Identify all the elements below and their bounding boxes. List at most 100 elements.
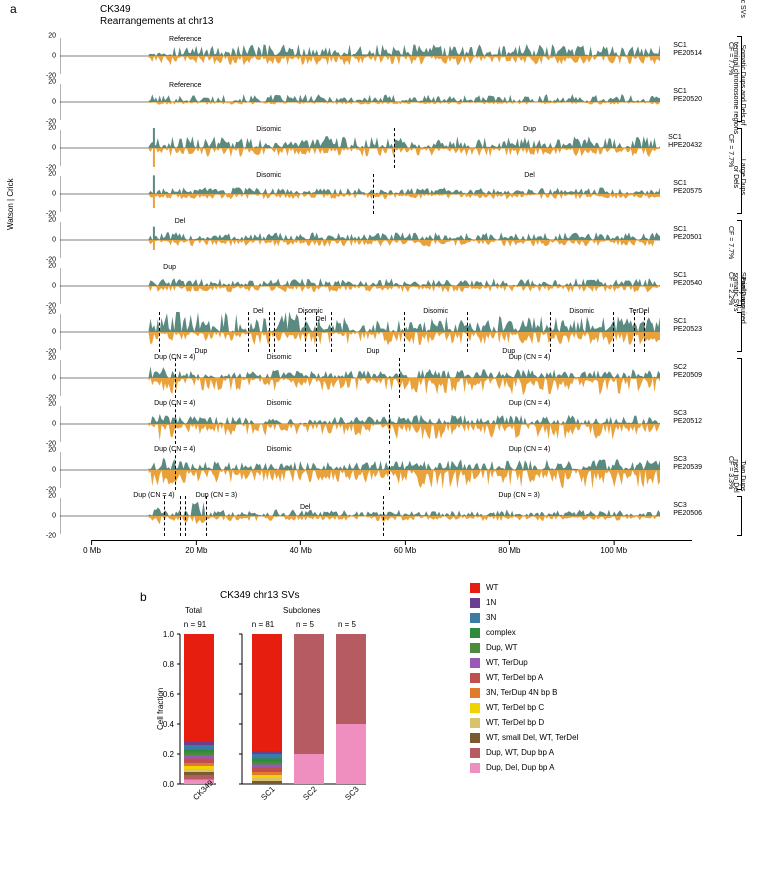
svg-text:0.2: 0.2: [163, 750, 175, 759]
legend-swatch: [470, 763, 480, 773]
legend-swatch: [470, 703, 480, 713]
legend-swatch: [470, 628, 480, 638]
bar-n-label: n = 5: [296, 620, 314, 629]
y-ticks: 200-20: [32, 266, 56, 306]
track-row: 200-20Dup (CN = 4)Dup (CN = 3)DelDup (CN…: [32, 492, 742, 538]
panel-b-title: CK349 chr13 SVs: [220, 590, 300, 601]
y-ticks: 200-20: [32, 36, 56, 76]
legend-label: WT, small Del, WT, TerDel: [486, 733, 578, 742]
track-plot: [60, 128, 660, 168]
track-plot: [60, 312, 660, 352]
svg-text:0.4: 0.4: [163, 720, 175, 729]
legend-swatch: [470, 613, 480, 623]
x-axis: 0 Mb20 Mb40 Mb60 Mb80 Mb100 Mb: [92, 540, 692, 560]
track-row: 200-20DupSC1PE20540: [32, 262, 742, 308]
y-ticks: 200-20: [32, 174, 56, 214]
track-plot: [60, 220, 660, 260]
y-ticks: 200-20: [32, 358, 56, 398]
legend-item: WT, small Del, WT, TerDel: [470, 730, 578, 745]
legend-item: complex: [470, 625, 578, 640]
track-plot: [60, 266, 660, 306]
legend-label: 1N: [486, 598, 496, 607]
y-ticks: 200-20: [32, 450, 56, 490]
track-sample-label: SC1PE20540: [673, 272, 702, 287]
track-plot: [60, 358, 660, 398]
y-ticks: 200-20: [32, 82, 56, 122]
group-bracket: [709, 496, 742, 536]
legend-swatch: [470, 718, 480, 728]
y-ticks: 200-20: [32, 220, 56, 260]
bar-x-label: SC3: [343, 785, 360, 802]
svg-text:0.6: 0.6: [163, 690, 175, 699]
track-row: 200-20Dup (CN = 4)DisomicDup (CN = 4)SC3…: [32, 446, 742, 492]
legend-item: WT: [470, 580, 578, 595]
legend-label: WT, TerDel bp A: [486, 673, 543, 682]
track-sample-label: SC1PE20523: [673, 318, 702, 333]
x-tick: 0 Mb: [83, 540, 101, 555]
cf-label: CF = 7.7%: [727, 226, 734, 358]
cf-label: CF = 3.3%: [727, 456, 734, 496]
legend: WT 1N 3N complex Dup, WT WT, TerDup WT, TerDel…: [470, 580, 578, 775]
legend-item: 3N: [470, 610, 578, 625]
svg-text:1.0: 1.0: [163, 630, 175, 639]
group-label: No somatic SVs: [739, 0, 746, 36]
legend-item: Dup, WT: [470, 640, 578, 655]
track-sample-label: SC3PE20506: [673, 502, 702, 517]
legend-item: 3N, TerDup 4N bp B: [470, 685, 578, 700]
legend-label: Dup, WT: [486, 643, 518, 652]
x-tick: 80 Mb: [498, 540, 520, 555]
legend-swatch: [470, 673, 480, 683]
legend-label: WT, TerDel bp D: [486, 718, 544, 727]
legend-item: WT, TerDel bp C: [470, 700, 578, 715]
legend-swatch: [470, 598, 480, 608]
group-label: Large Dupsor Dels: [732, 134, 746, 220]
track-row: 200-20ReferenceSC1PE20520: [32, 78, 742, 124]
panel-b-header-total: Total: [185, 606, 202, 615]
track-sample-label: SC1PE20520: [673, 88, 702, 103]
track-sample-label: SC3PE20512: [673, 410, 702, 425]
track-sample-label: SC3PE20539: [673, 456, 702, 471]
legend-label: WT, TerDup: [486, 658, 528, 667]
track-sample-label: SC1PE20501: [673, 226, 702, 241]
x-tick: 100 Mb: [600, 540, 627, 555]
legend-swatch: [470, 688, 480, 698]
track-plot: [60, 82, 660, 122]
x-tick: 60 Mb: [394, 540, 416, 555]
header-sample: CK349: [100, 4, 213, 16]
y-ticks: 200-20: [32, 496, 56, 536]
bar-n-label: n = 91: [184, 620, 206, 629]
bar-x-label: SC1: [259, 785, 276, 802]
group-label: Two Dupsnext to Del: [732, 456, 746, 496]
legend-swatch: [470, 643, 480, 653]
legend-swatch: [470, 658, 480, 668]
track-plot: [60, 174, 660, 214]
group-label: Somatic Dups and Dels ofterminal chromos…: [732, 42, 746, 128]
track-plot: [60, 36, 660, 76]
x-tick: 20 Mb: [185, 540, 207, 555]
track-sample-label: SC1PE20514: [673, 42, 702, 57]
track-row: 200-20DisomicDupSC1HPE20432: [32, 124, 742, 170]
legend-label: WT: [486, 583, 498, 592]
legend-item: Dup, Del, Dup bp A: [470, 760, 578, 775]
panel-b: CK349 chr13 SVs Cell fraction TotalSubcl…: [150, 590, 710, 850]
track-row: 200-20DupDelDisomicDelDupDisomicDupDisom…: [32, 308, 742, 354]
legend-label: 3N: [486, 613, 496, 622]
cf-label: CF = 70.3%: [727, 0, 734, 36]
legend-item: 1N: [470, 595, 578, 610]
track-sample-label: SC2PE20509: [673, 364, 702, 379]
legend-label: Dup, WT, Dup bp A: [486, 748, 554, 757]
legend-item: WT, TerDel bp A: [470, 670, 578, 685]
y-ticks: 200-20: [32, 404, 56, 444]
track-row: 200-20DelSC1PE20501: [32, 216, 742, 262]
group-label: Two Dups: [739, 226, 746, 358]
track-plot: [60, 496, 660, 536]
group-bracket: [709, 312, 742, 352]
panel-b-header-subclones: Subclones: [283, 606, 320, 615]
cf-label: CF = 7.7%: [727, 134, 734, 220]
panel-b-letter: b: [140, 590, 147, 604]
track-sample-label: SC1PE20575: [673, 180, 702, 195]
legend-swatch: [470, 733, 480, 743]
svg-text:0.0: 0.0: [163, 780, 175, 789]
legend-item: Dup, WT, Dup bp A: [470, 745, 578, 760]
track-row: 200-20DisomicDelSC1PE20575: [32, 170, 742, 216]
